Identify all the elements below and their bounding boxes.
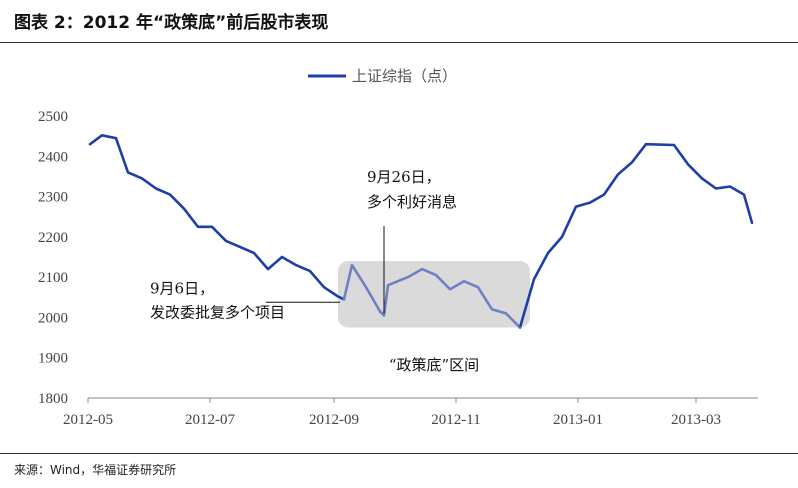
data-point <box>225 239 227 242</box>
data-point <box>211 225 213 228</box>
y-tick-label: 2000 <box>38 310 68 326</box>
data-point <box>309 270 311 272</box>
annotation-text: 多个利好消息 <box>367 193 457 211</box>
data-point <box>463 280 465 283</box>
data-point <box>491 308 493 311</box>
data-point <box>295 264 297 266</box>
data-point <box>197 225 199 228</box>
data-point <box>383 314 385 317</box>
x-tick-label: 2012-11 <box>431 412 480 428</box>
data-point <box>365 286 367 289</box>
y-tick-label: 2100 <box>38 270 68 286</box>
x-axis: 2012-05 2012-07 2012-09 2012-11 2013-01 2013-… <box>63 398 721 428</box>
annotation-text: 9月26日， <box>367 168 441 186</box>
data-point <box>421 268 423 270</box>
data-point <box>729 185 731 188</box>
data-point <box>575 205 577 208</box>
data-point <box>343 298 345 301</box>
data-point <box>505 312 507 315</box>
data-point <box>379 310 381 313</box>
x-tick-label: 2012-07 <box>185 412 235 428</box>
source-divider <box>0 453 798 454</box>
figure-title: 图表 2：2012 年“政策底”前后股市表现 <box>14 13 329 33</box>
data-point <box>715 187 717 190</box>
data-point <box>407 276 409 279</box>
y-tick-label: 1900 <box>38 351 68 367</box>
data-point <box>751 221 753 224</box>
data-point <box>351 264 353 266</box>
data-point <box>603 193 605 196</box>
data-point <box>435 274 437 277</box>
annotations: 9月6日， 发改委批复多个项目 9月26日， 多个利好消息 <box>150 168 457 321</box>
data-point <box>589 201 591 204</box>
y-tick-label: 2500 <box>38 109 68 125</box>
data-point <box>631 161 633 164</box>
data-point <box>239 246 241 248</box>
data-point <box>387 284 389 287</box>
data-point <box>673 144 675 146</box>
data-point <box>253 252 255 254</box>
data-point <box>115 137 117 140</box>
y-tick-label: 2400 <box>38 149 68 165</box>
data-point <box>155 187 157 190</box>
data-point <box>687 163 689 166</box>
data-point <box>169 193 171 196</box>
policy-bottom-zone <box>338 261 530 328</box>
data-point <box>89 143 91 146</box>
data-point <box>477 286 479 289</box>
legend: 上证综指（点） <box>308 67 457 85</box>
data-point <box>519 326 521 329</box>
source-note: 来源：Wind，华福证券研究所 <box>14 463 177 477</box>
y-tick-label: 1800 <box>38 391 68 407</box>
x-tick-label: 2013-03 <box>671 412 721 428</box>
data-point <box>547 252 549 254</box>
data-point <box>449 288 451 291</box>
annotation-text: 发改委批复多个项目 <box>150 303 285 321</box>
data-point <box>183 207 185 210</box>
y-tick-label: 2300 <box>38 190 68 206</box>
data-point <box>561 235 563 238</box>
data-point <box>281 256 283 258</box>
data-point <box>337 295 339 298</box>
data-point <box>533 278 535 281</box>
data-point <box>141 177 143 180</box>
annotation-text: 9月6日， <box>150 279 214 297</box>
policy-bottom-zone-label: “政策底”区间 <box>389 356 479 374</box>
data-point <box>743 193 745 196</box>
series-line-after <box>518 142 754 329</box>
legend-label: 上证综指（点） <box>352 67 457 85</box>
y-axis: 1800 1900 2000 2100 2200 2300 2400 2500 <box>38 109 68 407</box>
data-point <box>267 268 269 270</box>
y-tick-label: 2200 <box>38 230 68 246</box>
data-point <box>645 143 647 146</box>
x-tick-label: 2012-05 <box>63 412 113 428</box>
title-divider <box>0 42 798 43</box>
data-point <box>127 171 129 174</box>
data-point <box>323 286 325 289</box>
data-point <box>617 173 619 176</box>
x-tick-label: 2013-01 <box>553 412 603 428</box>
series-lines <box>88 134 754 329</box>
x-tick-label: 2012-09 <box>309 412 359 428</box>
data-point <box>101 134 103 137</box>
series-line-before <box>88 134 346 301</box>
data-point <box>701 177 703 180</box>
